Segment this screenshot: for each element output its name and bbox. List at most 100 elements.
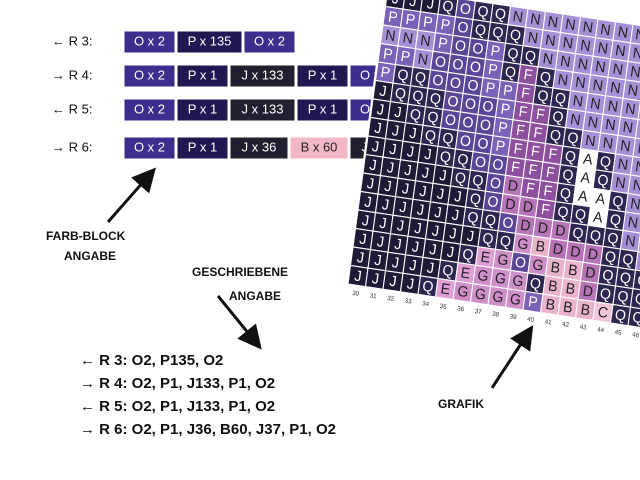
cell-letter: D <box>587 246 599 264</box>
cell-letter: O <box>444 112 457 130</box>
annotation: GRAFIK <box>438 397 484 411</box>
cell-letter: E <box>480 249 492 267</box>
cell-letter: N <box>402 30 414 48</box>
column-number: 46 <box>632 331 640 339</box>
cell-letter: J <box>391 0 400 8</box>
cell-letter: N <box>542 51 554 69</box>
cell-letter: Q <box>499 233 512 251</box>
cell-letter: Q <box>599 286 612 304</box>
block-label: J x 133 <box>242 101 284 116</box>
cell-letter: N <box>629 196 640 214</box>
cell-letter: N <box>527 30 539 48</box>
cell-letter: N <box>384 27 396 45</box>
cell-letter: O <box>491 157 504 175</box>
color-block <box>123 64 176 88</box>
cell-letter: J <box>406 144 415 161</box>
cell-letter: B <box>562 299 574 317</box>
arrow <box>216 295 262 350</box>
cell-letter: J <box>423 146 432 163</box>
cell-letter: N <box>512 9 524 27</box>
block-label: O x 2 <box>254 33 285 48</box>
cell-letter: G <box>474 286 487 304</box>
cell-letter: F <box>525 180 536 198</box>
cell-letter: N <box>572 93 584 111</box>
column-number: 35 <box>439 303 447 311</box>
written-line: ← R 5: O2, P1, J133, P1, O2 <box>80 398 275 415</box>
cell-letter: N <box>547 14 559 32</box>
cell-letter: Q <box>456 151 469 169</box>
cell-letter: Q <box>606 230 619 248</box>
cell-letter: Q <box>574 207 587 225</box>
block-label: O x 2 <box>134 67 165 82</box>
grid-cell <box>627 306 640 329</box>
cell-letter: J <box>383 178 392 195</box>
cell-letter: O <box>471 40 484 58</box>
cell-letter: O <box>454 38 467 56</box>
cell-letter: G <box>531 257 544 275</box>
cell-letter: A <box>580 170 592 188</box>
color-block <box>229 98 296 122</box>
color-block <box>176 136 229 160</box>
cell-letter: J <box>396 218 405 235</box>
cell-letter: N <box>417 51 429 69</box>
color-block <box>229 64 296 88</box>
cell-letter: O <box>459 1 472 19</box>
cell-letter: Q <box>461 246 474 264</box>
cell-letter: Q <box>634 291 640 309</box>
cell-letter: Q <box>616 288 629 306</box>
cell-letter: Q <box>506 46 519 64</box>
cell-letter: Q <box>571 225 584 243</box>
cell-letter: J <box>373 120 382 137</box>
column-number: 31 <box>369 292 377 300</box>
cell-letter: N <box>604 117 616 135</box>
cell-letter: Q <box>619 270 632 288</box>
cell-letter: E <box>460 265 472 283</box>
cell-letter: G <box>494 270 507 288</box>
cell-letter: G <box>509 291 522 309</box>
cell-letter: J <box>421 165 430 182</box>
cell-letter: P <box>405 12 417 30</box>
cell-letter: P <box>487 62 499 80</box>
color-block <box>243 30 296 54</box>
cell-letter: N <box>614 43 626 61</box>
cell-letter: N <box>609 80 621 98</box>
cell-letter: N <box>617 156 629 174</box>
cell-letter: N <box>637 140 640 158</box>
cell-letter: N <box>619 138 631 156</box>
cell-letter: F <box>513 141 524 159</box>
cell-letter: G <box>491 289 504 307</box>
cell-letter: J <box>411 239 420 256</box>
cell-letter: J <box>466 228 475 245</box>
cell-letter: P <box>382 46 394 64</box>
cell-letter: N <box>617 24 629 42</box>
cell-letter: O <box>514 254 527 272</box>
cell-letter: D <box>522 199 534 217</box>
cell-letter: F <box>535 106 546 124</box>
cell-letter: F <box>545 165 556 183</box>
block-label: P x 1 <box>188 101 217 116</box>
cell-letter: J <box>373 252 382 269</box>
cell-letter: Q <box>476 3 489 21</box>
cell-letter: J <box>416 202 425 219</box>
cell-letter: D <box>519 217 531 235</box>
cell-letter: Q <box>454 170 467 188</box>
cell-letter: Q <box>599 154 612 172</box>
cell-letter: J <box>418 183 427 200</box>
cell-letter: Q <box>474 22 487 40</box>
color-block <box>176 98 229 122</box>
cell-letter: P <box>497 120 509 138</box>
cell-letter: Q <box>421 278 434 296</box>
cell-letter: N <box>584 133 596 151</box>
column-number: 37 <box>474 308 482 316</box>
cell-letter: O <box>466 77 479 95</box>
cell-letter: J <box>403 162 412 179</box>
cell-letter: N <box>574 75 586 93</box>
cell-letter: J <box>356 250 365 267</box>
annotation: GESCHRIEBENE <box>192 265 288 279</box>
cell-letter: N <box>582 19 594 37</box>
cell-letter: Q <box>589 228 602 246</box>
cell-letter: J <box>446 244 455 261</box>
cell-letter: B <box>547 278 559 296</box>
column-number: 42 <box>562 321 570 329</box>
